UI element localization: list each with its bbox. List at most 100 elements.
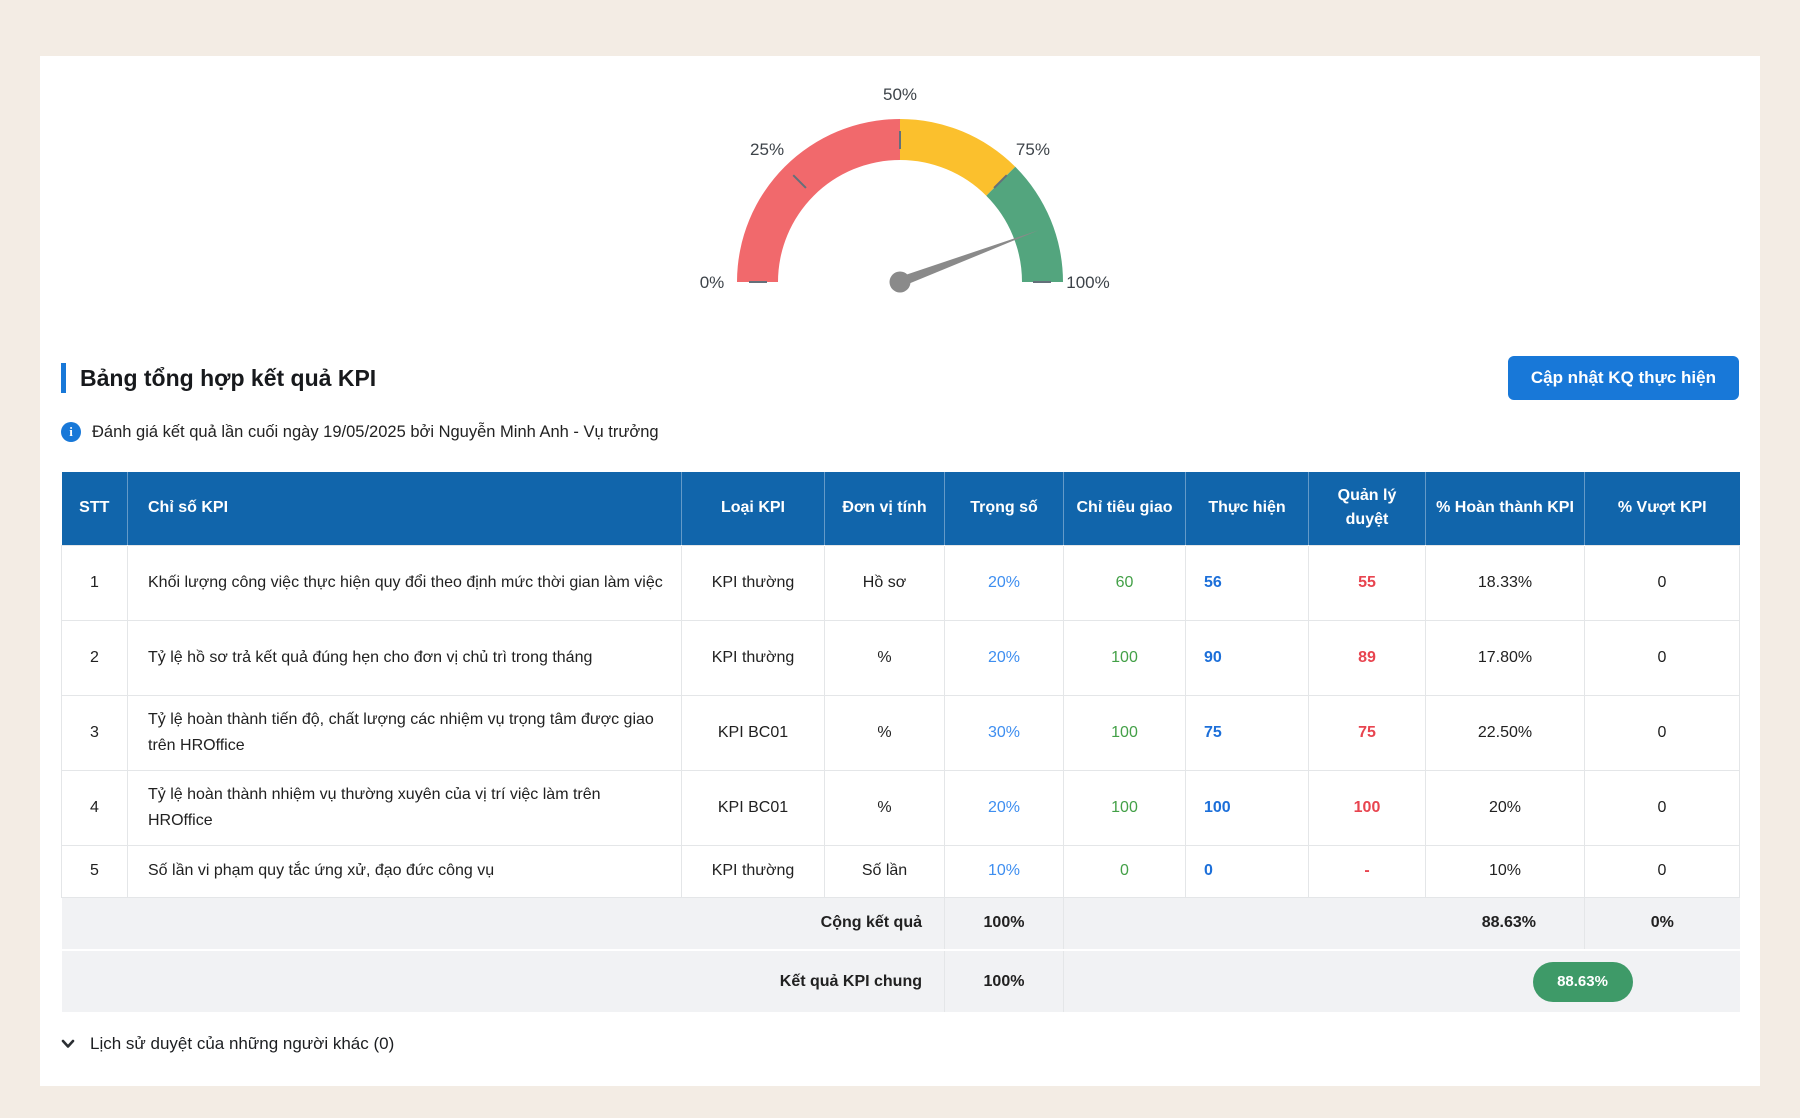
kpi-gauge-chart: 0% 25% 50% 75% 100%: [640, 70, 1160, 310]
title-group: Bảng tổng hợp kết quả KPI: [61, 363, 376, 393]
gauge-segment-red-zone: [737, 119, 900, 282]
gauge-svg: 0% 25% 50% 75% 100%: [700, 85, 1110, 293]
gauge-tick-label: 0%: [700, 273, 725, 292]
cell-exceed: 0: [1584, 619, 1740, 696]
cell-weight: 30%: [944, 694, 1064, 771]
kpi-summary-table: STT Chỉ số KPI Loại KPI Đơn vị tính Trọng số…: [61, 472, 1740, 1012]
gauge-tick-label: 100%: [1066, 273, 1109, 292]
cell-unit: Hồ sơ: [824, 544, 945, 621]
accent-bar: [61, 363, 66, 393]
cell-actual: 56: [1185, 544, 1309, 621]
update-result-button[interactable]: Cập nhật KQ thực hiện: [1507, 356, 1739, 400]
header-target: Chỉ tiêu giao: [1063, 472, 1186, 545]
cell-type: KPI thường: [681, 619, 825, 696]
cell-stt: 1: [61, 544, 128, 621]
header-unit: Đơn vị tính: [824, 472, 945, 545]
cell-name: Tỷ lệ hồ sơ trả kết quả đúng hẹn cho đơn…: [127, 619, 682, 696]
info-text: Đánh giá kết quả lần cuối ngày 19/05/202…: [92, 422, 659, 441]
cell-stt: 3: [61, 694, 128, 771]
cell-completion: 10%: [1425, 844, 1585, 898]
header-exceed: % Vượt KPI: [1584, 472, 1740, 545]
cell-target: 100: [1063, 769, 1186, 846]
cell-completion: 20%: [1425, 769, 1585, 846]
cell-actual: 0: [1185, 844, 1309, 898]
summary-exceed-total: 0%: [1584, 897, 1740, 950]
approval-history-toggle[interactable]: Lịch sử duyệt của những người khác (0): [61, 1034, 1739, 1054]
summary-weight-total: 100%: [944, 897, 1064, 950]
kpi-row: 1 Khối lượng công việc thực hiện quy đổi …: [61, 544, 1740, 621]
gauge-tick: [993, 174, 1008, 189]
cell-exceed: 0: [1584, 544, 1740, 621]
header-weight: Trọng số: [944, 472, 1064, 545]
gauge-tick-label: 75%: [1016, 140, 1050, 159]
cell-target: 100: [1063, 619, 1186, 696]
cell-name: Tỷ lệ hoàn thành tiến độ, chất lượng các…: [127, 694, 682, 771]
cell-unit: %: [824, 694, 945, 771]
cell-weight: 20%: [944, 769, 1064, 846]
cell-name: Số lần vi phạm quy tắc ứng xử, đạo đức c…: [127, 844, 682, 898]
cell-type: KPI BC01: [681, 694, 825, 771]
gauge-tick-label: 50%: [883, 85, 917, 104]
cell-type: KPI thường: [681, 844, 825, 898]
gauge-segment-yellow-zone: [900, 119, 1016, 196]
cell-actual: 75: [1185, 694, 1309, 771]
cell-approved: 75: [1308, 694, 1426, 771]
overall-row: Kết quả KPI chung 100% 88.63%: [61, 949, 1740, 1012]
cell-name: Tỷ lệ hoàn thành nhiệm vụ thường xuyên c…: [127, 769, 682, 846]
gauge-tick: [792, 174, 807, 189]
cell-weight: 20%: [944, 619, 1064, 696]
overall-label: Kết quả KPI chung: [61, 949, 945, 1012]
chevron-down-icon: [61, 1039, 75, 1048]
cell-approved: -: [1308, 844, 1426, 898]
info-icon: i: [61, 422, 81, 442]
approval-history-label: Lịch sử duyệt của những người khác (0): [90, 1034, 395, 1053]
cell-actual: 90: [1185, 619, 1309, 696]
kpi-row: 5 Số lần vi phạm quy tắc ứng xử, đạo đức …: [61, 844, 1740, 898]
cell-type: KPI BC01: [681, 769, 825, 846]
header-name: Chỉ số KPI: [127, 472, 682, 545]
overall-kpi-badge: 88.63%: [1532, 961, 1633, 1002]
kpi-row: 2 Tỷ lệ hồ sơ trả kết quả đúng hẹn cho đơ…: [61, 619, 1740, 696]
cell-stt: 4: [61, 769, 128, 846]
kpi-row: 3 Tỷ lệ hoàn thành tiến độ, chất lượng cá…: [61, 694, 1740, 771]
cell-actual: 100: [1185, 769, 1309, 846]
cell-exceed: 0: [1584, 694, 1740, 771]
gauge-tick-label: 25%: [750, 140, 784, 159]
gauge-segment-green-zone: [986, 166, 1063, 282]
cell-unit: Số lần: [824, 844, 945, 898]
page-title: Bảng tổng hợp kết quả KPI: [80, 364, 377, 391]
cell-approved: 100: [1308, 769, 1426, 846]
summary-row: Cộng kết quả 100% 88.63% 0%: [61, 897, 1740, 950]
cell-target: 100: [1063, 694, 1186, 771]
gauge-needle: [898, 230, 1039, 287]
cell-target: 0: [1063, 844, 1186, 898]
overall-badge-cell: 88.63%: [1063, 949, 1740, 1012]
cell-stt: 2: [61, 619, 128, 696]
last-evaluation-info: i Đánh giá kết quả lần cuối ngày 19/05/2…: [61, 422, 1739, 442]
cell-approved: 89: [1308, 619, 1426, 696]
overall-weight-total: 100%: [944, 949, 1064, 1012]
cell-unit: %: [824, 619, 945, 696]
summary-label: Cộng kết quả: [61, 897, 945, 950]
gauge-needle-hub: [889, 271, 911, 293]
cell-unit: %: [824, 769, 945, 846]
cell-completion: 22.50%: [1425, 694, 1585, 771]
section-header: Bảng tổng hợp kết quả KPI Cập nhật KQ th…: [61, 356, 1739, 400]
cell-target: 60: [1063, 544, 1186, 621]
cell-completion: 18.33%: [1425, 544, 1585, 621]
cell-exceed: 0: [1584, 769, 1740, 846]
header-actual: Thực hiện: [1185, 472, 1309, 545]
cell-weight: 20%: [944, 544, 1064, 621]
cell-exceed: 0: [1584, 844, 1740, 898]
header-approved: Quản lý duyệt: [1308, 472, 1426, 545]
cell-stt: 5: [61, 844, 128, 898]
summary-completion-total: 88.63%: [1063, 897, 1585, 950]
cell-name: Khối lượng công việc thực hiện quy đổi t…: [127, 544, 682, 621]
content-card: 0% 25% 50% 75% 100% Bảng tổng hợp kết quả KP…: [40, 56, 1760, 1086]
table-header-row: STT Chỉ số KPI Loại KPI Đơn vị tính Trọng số…: [61, 472, 1740, 545]
header-type: Loại KPI: [681, 472, 825, 545]
kpi-row: 4 Tỷ lệ hoàn thành nhiệm vụ thường xuyên …: [61, 769, 1740, 846]
header-stt: STT: [61, 472, 128, 545]
cell-weight: 10%: [944, 844, 1064, 898]
